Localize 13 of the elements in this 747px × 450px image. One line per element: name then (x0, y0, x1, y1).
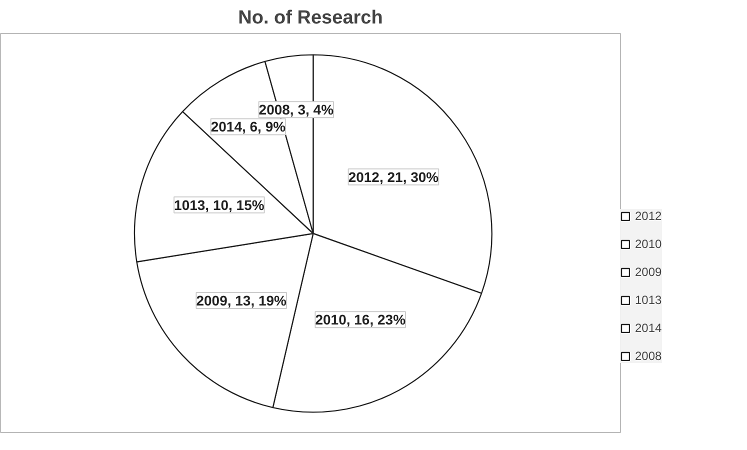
legend-label: 2009 (635, 265, 662, 279)
data-label: 2010, 16, 23% (315, 312, 406, 328)
chart-title: No. of Research (238, 8, 383, 28)
legend-label: 2008 (635, 349, 662, 363)
data-label: 2008, 3, 4% (258, 102, 334, 118)
data-label: 2012, 21, 30% (348, 168, 440, 185)
data-label: 2009, 13, 19% (196, 292, 288, 309)
legend-label: 2014 (635, 321, 662, 335)
data-label: 2014, 6, 9% (210, 118, 286, 135)
legend-label: 2010 (635, 237, 662, 251)
data-label: 1013, 10, 15% (174, 196, 265, 213)
legend-label: 2012 (635, 209, 662, 223)
legend-label: 1013 (635, 293, 662, 307)
